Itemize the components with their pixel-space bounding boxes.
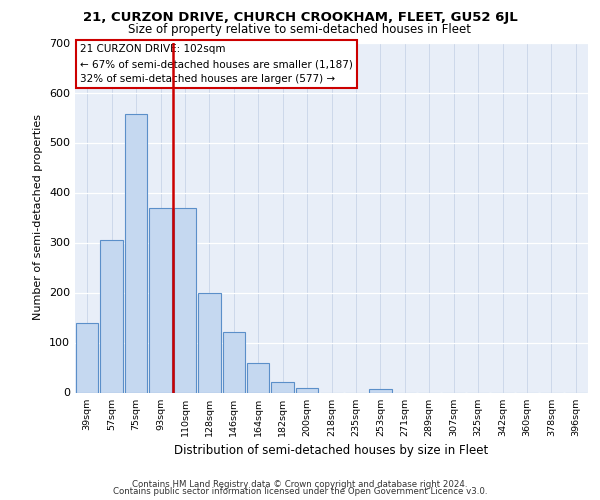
Bar <box>100 240 123 392</box>
Text: Contains HM Land Registry data © Crown copyright and database right 2024.: Contains HM Land Registry data © Crown c… <box>132 480 468 489</box>
Bar <box>296 388 319 392</box>
Bar <box>271 382 294 392</box>
Text: Size of property relative to semi-detached houses in Fleet: Size of property relative to semi-detach… <box>128 22 472 36</box>
Text: Contains public sector information licensed under the Open Government Licence v3: Contains public sector information licen… <box>113 487 487 496</box>
Text: 21 CURZON DRIVE: 102sqm
← 67% of semi-detached houses are smaller (1,187)
32% of: 21 CURZON DRIVE: 102sqm ← 67% of semi-de… <box>80 44 353 84</box>
Y-axis label: Number of semi-detached properties: Number of semi-detached properties <box>34 114 43 320</box>
Bar <box>125 114 148 392</box>
X-axis label: Distribution of semi-detached houses by size in Fleet: Distribution of semi-detached houses by … <box>175 444 488 457</box>
Text: 21, CURZON DRIVE, CHURCH CROOKHAM, FLEET, GU52 6JL: 21, CURZON DRIVE, CHURCH CROOKHAM, FLEET… <box>83 11 517 24</box>
Bar <box>223 332 245 392</box>
Bar <box>198 292 221 392</box>
Bar <box>76 322 98 392</box>
Bar <box>247 362 269 392</box>
Bar <box>149 208 172 392</box>
Bar <box>369 388 392 392</box>
Bar <box>173 208 196 392</box>
